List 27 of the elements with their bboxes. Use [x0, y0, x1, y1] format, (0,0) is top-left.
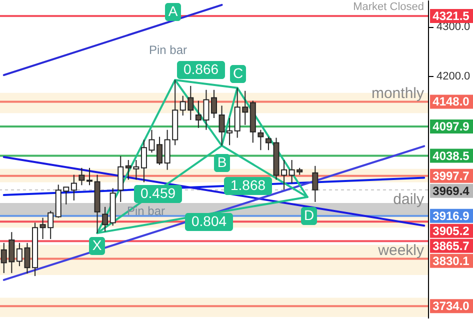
- band-label: daily: [393, 190, 424, 208]
- ref-line-label: 3865.7: [432, 238, 470, 253]
- annotation: 0.804: [191, 213, 227, 229]
- y-tick-label: 4200.0: [436, 70, 470, 83]
- annotation: Market Closed: [353, 1, 424, 13]
- annotation: Pin bar: [148, 43, 188, 57]
- ref-line-label: 4148.0: [432, 94, 470, 109]
- ref-line-label: 3905.2: [432, 224, 470, 238]
- annotation: C: [232, 65, 244, 81]
- ref-line-label: 4038.5: [432, 148, 470, 163]
- band-label: weekly: [377, 242, 424, 259]
- ref-line-label: 3997.7: [432, 168, 470, 183]
- band-label: monthly: [371, 84, 424, 102]
- annotation: B: [217, 154, 227, 170]
- annotation: A: [168, 3, 178, 19]
- annotation: 0.866: [183, 61, 219, 77]
- ref-line-label: 3734.0: [432, 299, 470, 314]
- ref-line-label: 3969.4: [432, 184, 470, 198]
- ref-line-label: 3830.1: [432, 254, 470, 268]
- annotation: 1.868: [230, 177, 266, 193]
- annotation: Pin bar: [126, 204, 166, 218]
- annotation: D: [304, 207, 314, 223]
- annotation: 0.459: [140, 185, 176, 201]
- ref-line-label: 4321.5: [432, 9, 470, 24]
- ref-line-label: 4097.9: [432, 119, 470, 134]
- ref-line-label: 3916.9: [432, 208, 470, 223]
- annotation: X: [92, 237, 102, 253]
